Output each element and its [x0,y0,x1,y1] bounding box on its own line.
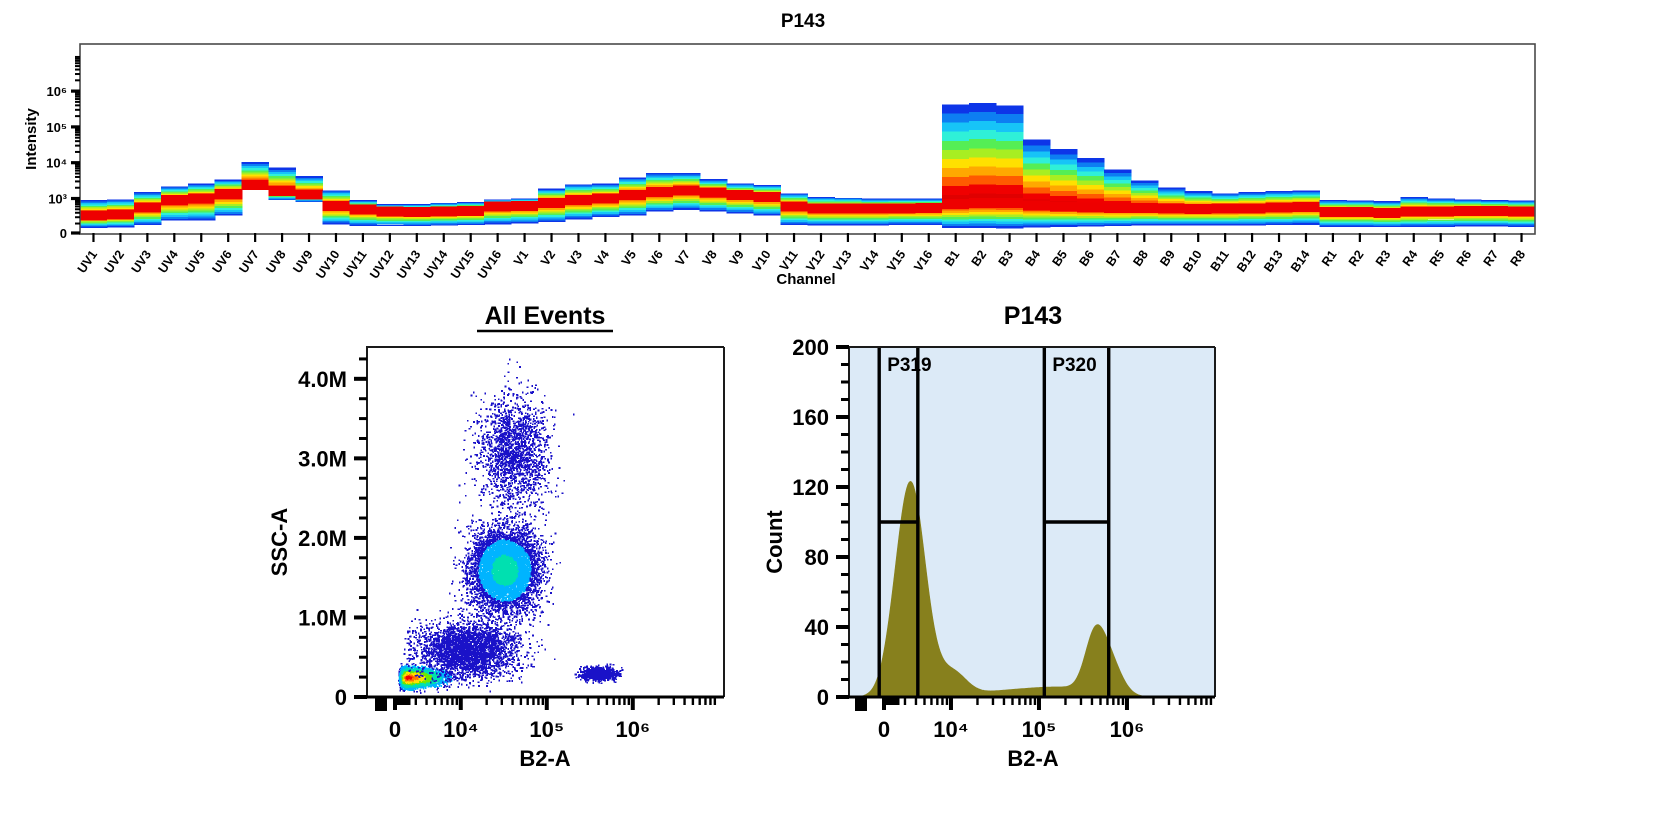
svg-text:10⁶: 10⁶ [47,84,67,99]
scatter-point-cloud [398,358,624,694]
top-panel-frame [79,43,1536,235]
histogram-panel-title: P143 [1004,302,1062,330]
scatter-panel: All Events 01.0M2.0M3.0M4.0M 0 10⁴ 10⁵ 10⁶ … [267,302,725,771]
top-y-axis: 0 10³ 10⁴ 10⁵ 10⁶ [46,55,80,241]
svg-text:10⁵: 10⁵ [46,120,67,135]
scatter-y-axis: 01.0M2.0M3.0M4.0M [298,357,367,710]
scatter-x-axis: 0 10⁴ 10⁵ 10⁶ [367,695,724,742]
svg-text:0: 0 [60,226,67,241]
spectral-ribbon-plot [80,102,1535,229]
svg-text:10³: 10³ [48,192,67,207]
gate-label: P319 [887,355,931,376]
gate-label: P320 [1052,355,1096,376]
scatter-frame [366,346,724,697]
histogram-x-axis: 0 10⁴ 10⁵ 10⁶ [849,695,1215,742]
top-x-axis-label: Channel [776,271,835,288]
scatter-y-axis-label: SSC-A [267,508,292,577]
scatter-x-axis-label: B2-A [519,746,570,771]
histogram-x-axis-label: B2-A [1007,746,1058,771]
svg-text:10⁴: 10⁴ [46,156,67,171]
top-y-axis-label: Intensity [23,108,40,170]
histogram-y-axis-label: Count [762,510,787,574]
top-panel-title: P143 [781,11,825,32]
scatter-panel-title: All Events [485,302,606,330]
histogram-gates: P319 P320 [877,347,1111,697]
